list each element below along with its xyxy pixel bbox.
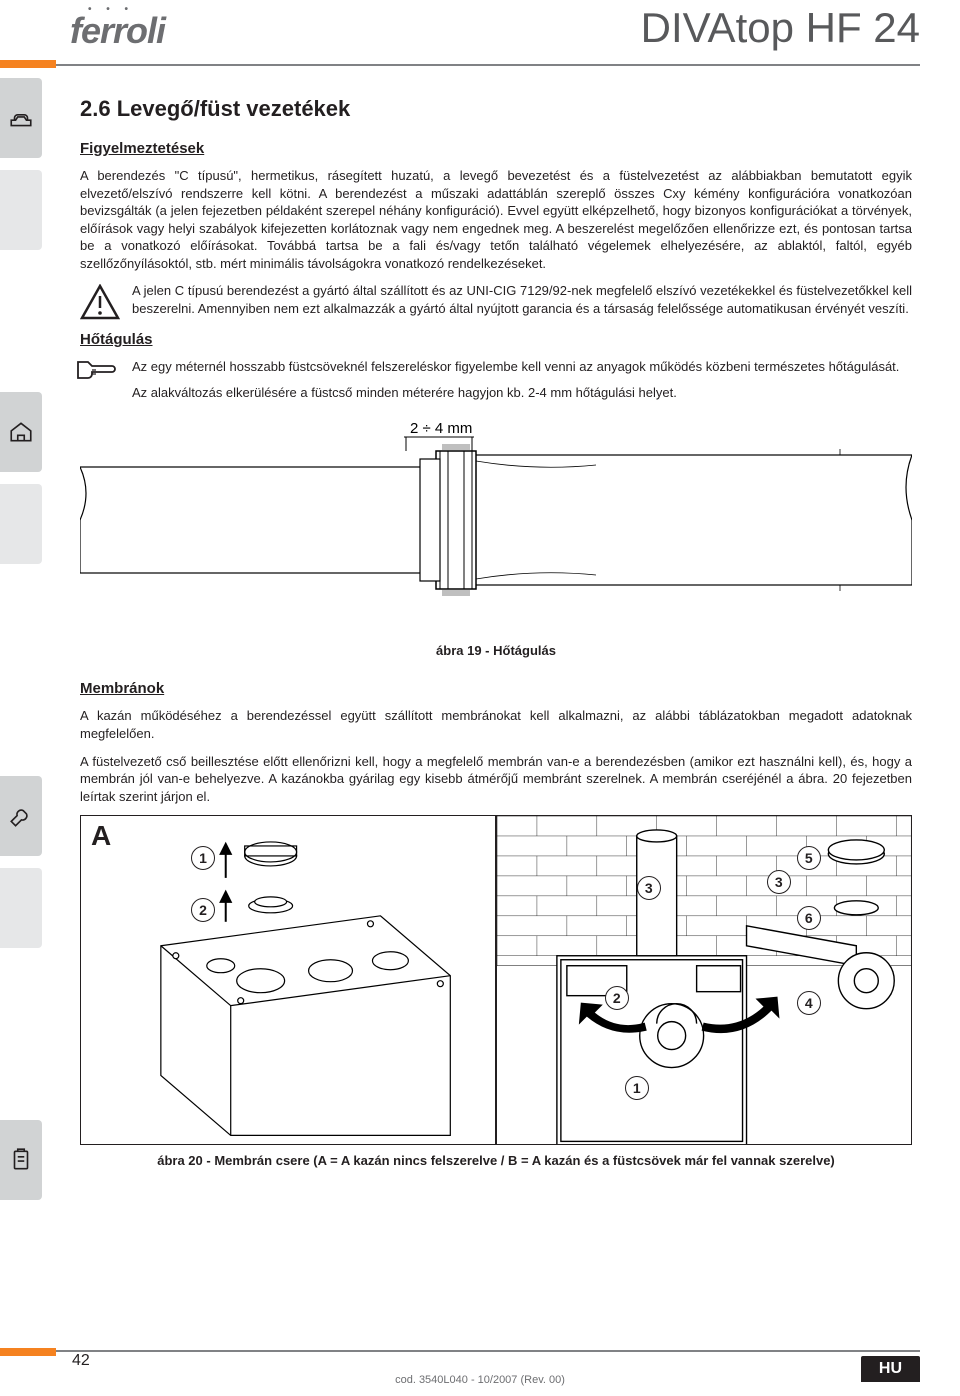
page-footer: 42 cod. 3540L040 - 10/2007 (Rev. 00) HU bbox=[0, 1346, 960, 1386]
tab-blank2 bbox=[0, 484, 42, 564]
warning-triangle-icon bbox=[80, 284, 120, 320]
footer-code: cod. 3540L040 - 10/2007 (Rev. 00) bbox=[0, 1374, 960, 1386]
warning-block: A jelen C típusú berendezést a gyártó ál… bbox=[80, 282, 912, 317]
tab-house-icon bbox=[0, 392, 42, 472]
panel-b-drawing bbox=[497, 816, 911, 1144]
callout-5: 5 bbox=[797, 846, 821, 870]
tab-blank1 bbox=[0, 170, 42, 250]
page-header: • • • ferroli DIVAtop HF 24 bbox=[0, 0, 960, 70]
brand-logo: • • • ferroli bbox=[70, 10, 165, 52]
language-badge: HU bbox=[861, 1356, 920, 1382]
warning-text: A jelen C típusú berendezést a gyártó ál… bbox=[132, 282, 912, 317]
header-rule bbox=[56, 64, 920, 66]
figure-20-panel-a: A bbox=[81, 816, 495, 1144]
header-accent bbox=[0, 60, 56, 68]
side-tab-column bbox=[0, 78, 42, 1212]
gap-label-text: 2 ÷ 4 mm bbox=[410, 420, 472, 437]
subheading-warnings: Figyelmeztetések bbox=[80, 140, 912, 157]
tab-clipboard-icon bbox=[0, 1120, 42, 1200]
tab-wrench-icon bbox=[0, 776, 42, 856]
callout-2: 2 bbox=[605, 986, 629, 1010]
callout-3: 3 bbox=[637, 876, 661, 900]
subheading-membranes: Membránok bbox=[80, 680, 912, 697]
section-heading: 2.6 Levegő/füst vezetékek bbox=[80, 96, 912, 122]
paragraph-intro: A berendezés "C típusú", hermetikus, rás… bbox=[80, 167, 912, 272]
section-title: Levegő/füst vezetékek bbox=[117, 96, 351, 121]
figure-19: 2 ÷ 4 mm bbox=[80, 415, 912, 635]
brand-name: ferroli bbox=[70, 10, 165, 51]
membrane-para1: A kazán működéséhez a berendezéssel együ… bbox=[80, 707, 912, 742]
note-detail: Az alakváltozás elkerülésére a füstcső m… bbox=[132, 384, 912, 402]
page-content: 2.6 Levegő/füst vezetékek Figyelmeztetés… bbox=[80, 96, 912, 1168]
page-number: 42 bbox=[72, 1352, 90, 1370]
note-text: Az egy méternél hosszabb füstcsöveknél f… bbox=[132, 358, 912, 376]
callout-3: 3 bbox=[767, 870, 791, 894]
membrane-para2: A füstelvezető cső beillesztése előtt el… bbox=[80, 753, 912, 806]
tab-comfort-icon bbox=[0, 78, 42, 158]
manual-page: • • • ferroli DIVAtop HF 24 2.6 bbox=[0, 0, 960, 1396]
tab-blank3 bbox=[0, 868, 42, 948]
subheading-expansion: Hőtágulás bbox=[80, 331, 912, 348]
callout-4: 4 bbox=[797, 991, 821, 1015]
logo-dots: • • • bbox=[88, 4, 134, 15]
figure-20: A bbox=[80, 815, 912, 1145]
footer-accent bbox=[0, 1348, 56, 1356]
figure-19-caption: ábra 19 - Hőtágulás bbox=[80, 643, 912, 658]
figure-20-panel-b: B bbox=[497, 816, 911, 1144]
model-title: DIVAtop HF 24 bbox=[641, 4, 920, 52]
note-block: Az egy méternél hosszabb füstcsöveknél f… bbox=[80, 358, 912, 401]
pointing-hand-icon bbox=[76, 358, 120, 388]
figure-20-caption: ábra 20 - Membrán csere (A = A kazán nin… bbox=[80, 1153, 912, 1168]
section-number: 2.6 bbox=[80, 96, 111, 121]
panel-a-drawing bbox=[81, 816, 495, 1144]
callout-6: 6 bbox=[797, 906, 821, 930]
footer-rule bbox=[56, 1350, 920, 1352]
callout-1: 1 bbox=[625, 1076, 649, 1100]
